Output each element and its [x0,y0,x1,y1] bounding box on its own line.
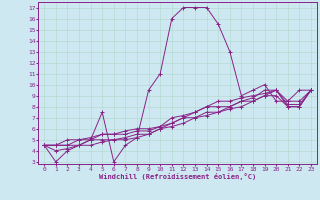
X-axis label: Windchill (Refroidissement éolien,°C): Windchill (Refroidissement éolien,°C) [99,173,256,180]
